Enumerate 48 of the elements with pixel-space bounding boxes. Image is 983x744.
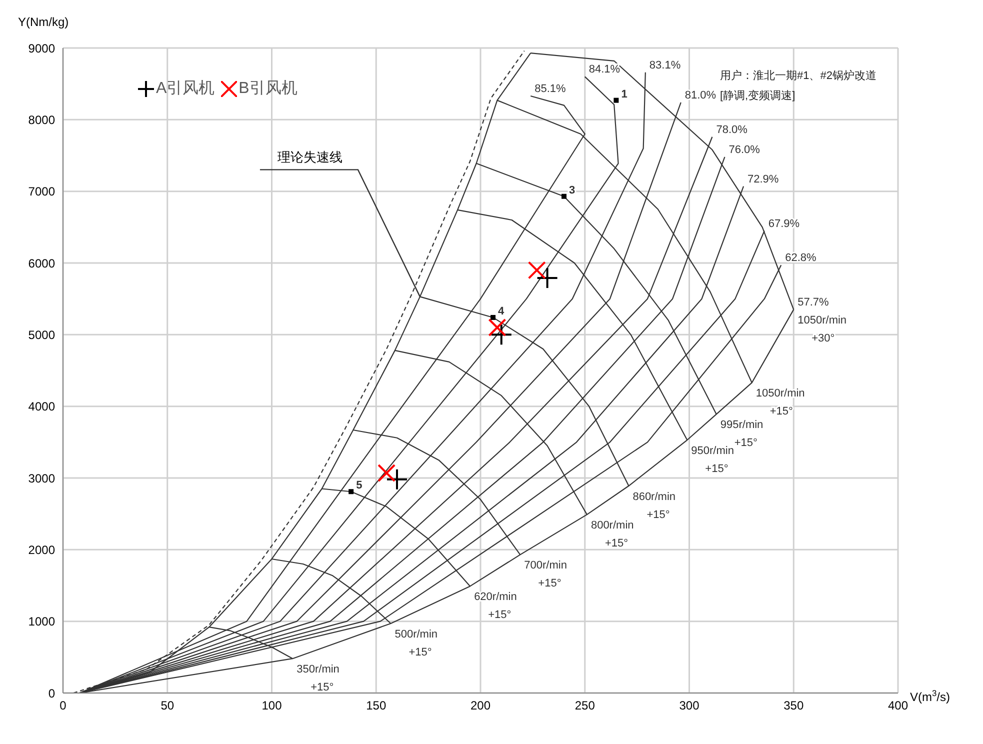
y-tick-label: 5000 (28, 328, 56, 342)
series-label: 1050r/min +15° (756, 388, 805, 418)
series-label: 620r/min +15° (474, 591, 517, 622)
series-label: 800r/min +15° (590, 520, 634, 550)
series-label: 72.9% (748, 173, 779, 186)
annotation: 5 (356, 480, 362, 492)
series-label: 85.1% (534, 83, 566, 96)
series-label: 83.1% (649, 59, 681, 72)
x-tick-label: 400 (888, 698, 908, 713)
y-tick-label: 1000 (28, 614, 56, 629)
y-tick-label: 7000 (28, 184, 56, 199)
series-label: 84.1% (588, 64, 620, 76)
series-label: 81.0% (684, 89, 716, 102)
y-tick-label: 8000 (28, 112, 56, 127)
x-tick-label: 50 (160, 698, 174, 713)
y-tick-label: 4000 (28, 400, 56, 414)
y-tick-label: 3000 (28, 471, 56, 486)
x-tick-label: 150 (366, 698, 386, 713)
series-label: 76.0% (728, 144, 760, 156)
legend-label: B引风机 (238, 79, 298, 99)
series-label: 500r/min +15° (394, 628, 438, 658)
annotation: 4 (498, 305, 506, 318)
y-tick-label: 0 (48, 686, 56, 700)
series-label: 350r/min +15° (296, 664, 340, 694)
x-tick-label: 100 (262, 698, 282, 713)
x-tick-label: 200 (470, 698, 491, 713)
x-tick-label: 250 (574, 698, 596, 713)
annotation: [静调,变频调速] (720, 88, 796, 104)
y-tick-label: 9000 (28, 41, 56, 56)
annotation: 用户：淮北一期#1、#2锅炉改道 (720, 68, 876, 84)
series-label: 62.8% (785, 252, 817, 264)
legend-label: A引风机 (156, 79, 215, 99)
x-axis-title: V(m$^{3}$/s) (910, 688, 950, 704)
y-tick-label: 2000 (28, 542, 56, 557)
annotation: 3 (569, 184, 576, 196)
x-tick-label: 300 (679, 698, 700, 713)
series-label: 860r/min +15° (632, 490, 676, 521)
x-tick-label: 350 (784, 698, 804, 713)
series-label: 57.7% (798, 296, 830, 309)
x-tick-label: 0 (60, 698, 67, 713)
y-axis-title: Y(Nm/kg) (18, 15, 69, 29)
series-label: 78.0% (716, 124, 748, 136)
series-label: 1050r/min +30° (798, 314, 847, 345)
annotation: 理论失速线 (277, 150, 342, 165)
series-label: 67.9% (768, 218, 800, 230)
series-label: 700r/min +15° (524, 560, 567, 590)
annotation: 1 (621, 88, 628, 100)
y-tick-label: 6000 (28, 256, 56, 270)
